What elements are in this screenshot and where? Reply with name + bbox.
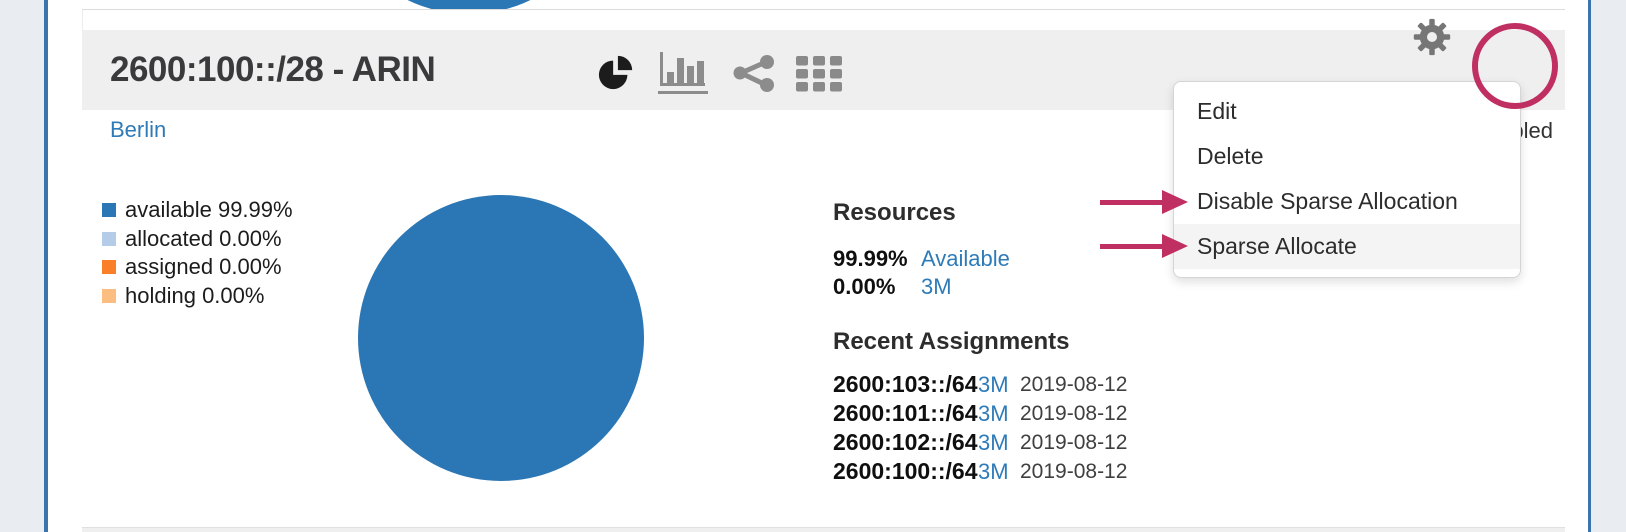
bar-chart-view-icon[interactable] (658, 48, 708, 96)
resources-heading: Resources (833, 199, 956, 226)
assignment-row: 2600:102::/64 3M 2019-08-12 (833, 428, 1127, 457)
recent-assignments-list: 2600:103::/64 3M 2019-08-12 2600:101::/6… (833, 370, 1127, 486)
legend-label: assigned 0.00% (125, 254, 282, 280)
arrow-head (1162, 190, 1188, 214)
utilization-pie-chart (358, 195, 644, 481)
menu-item-disable-sparse-allocation[interactable]: Disable Sparse Allocation (1197, 188, 1458, 214)
legend-swatch-holding (102, 288, 116, 303)
region-link[interactable]: Berlin (110, 117, 167, 142)
assignment-resource-link[interactable]: 3M (978, 458, 1009, 484)
resources-stats: 99.99% Available 0.00% 3M (833, 245, 1010, 301)
grid-view-icon[interactable] (796, 56, 842, 92)
arrow-shaft (1100, 243, 1162, 249)
legend-item-available: available 99.99% (102, 196, 293, 225)
assignment-resource-link[interactable]: 3M (978, 400, 1009, 426)
stat-value: 0.00% (833, 274, 896, 299)
stat-row: 99.99% Available (833, 245, 1010, 273)
legend-item-assigned: assigned 0.00% (102, 253, 293, 282)
legend-swatch-available (102, 203, 116, 218)
recent-assignments-heading: Recent Assignments (833, 328, 1070, 355)
assignment-resource-link[interactable]: 3M (978, 429, 1009, 455)
next-panel-header (82, 527, 1565, 532)
legend-swatch-allocated (102, 231, 116, 246)
page-left-gutter (0, 0, 44, 532)
gear-icon[interactable] (1412, 17, 1452, 57)
gear-annotation-circle (1472, 23, 1558, 109)
pie-legend: available 99.99% allocated 0.00% assigne… (102, 196, 293, 310)
page-right-gutter (1591, 0, 1626, 532)
assignment-date: 2019-08-12 (1020, 401, 1128, 425)
stat-row: 0.00% 3M (833, 273, 1010, 301)
legend-item-allocated: allocated 0.00% (102, 225, 293, 254)
legend-swatch-assigned (102, 260, 116, 275)
legend-label: allocated 0.00% (125, 225, 282, 251)
assignment-date: 2019-08-12 (1020, 459, 1128, 483)
assignment-date: 2019-08-12 (1020, 372, 1128, 396)
arrow-head (1162, 234, 1188, 258)
assignment-date: 2019-08-12 (1020, 430, 1128, 454)
arrow-shaft (1100, 199, 1162, 205)
legend-label: available 99.99% (125, 197, 293, 223)
assignment-resource-link[interactable]: 3M (978, 371, 1009, 397)
assignment-block: 2600:102::/64 (833, 429, 978, 455)
resource-3m-link[interactable]: 3M (921, 274, 952, 299)
menu-item-edit[interactable]: Edit (1197, 98, 1237, 124)
assignment-row: 2600:101::/64 3M 2019-08-12 (833, 399, 1127, 428)
pie-chart-view-icon[interactable] (597, 52, 635, 92)
assignment-block: 2600:103::/64 (833, 371, 978, 397)
legend-label: holding 0.00% (125, 282, 265, 308)
share-view-icon[interactable] (733, 55, 777, 92)
assignment-block: 2600:101::/64 (833, 400, 978, 426)
available-link[interactable]: Available (921, 246, 1010, 271)
menu-item-delete[interactable]: Delete (1197, 143, 1264, 169)
previous-panel-bottom (82, 0, 1565, 10)
menu-item-sparse-allocate[interactable]: Sparse Allocate (1174, 224, 1520, 269)
assignment-block: 2600:100::/64 (833, 458, 978, 484)
previous-pie-fragment (327, 0, 611, 9)
gear-dropdown-menu: Edit Delete Disable Sparse Allocation Sp… (1173, 81, 1521, 278)
panel-title: 2600:100::/28 - ARIN (110, 50, 436, 89)
legend-item-holding: holding 0.00% (102, 282, 293, 311)
page-left-border-line (44, 0, 48, 532)
assignment-row: 2600:100::/64 3M 2019-08-12 (833, 457, 1127, 486)
assignment-row: 2600:103::/64 3M 2019-08-12 (833, 370, 1127, 399)
page-right-border-line (1588, 0, 1591, 532)
stat-value: 99.99% (833, 246, 908, 271)
